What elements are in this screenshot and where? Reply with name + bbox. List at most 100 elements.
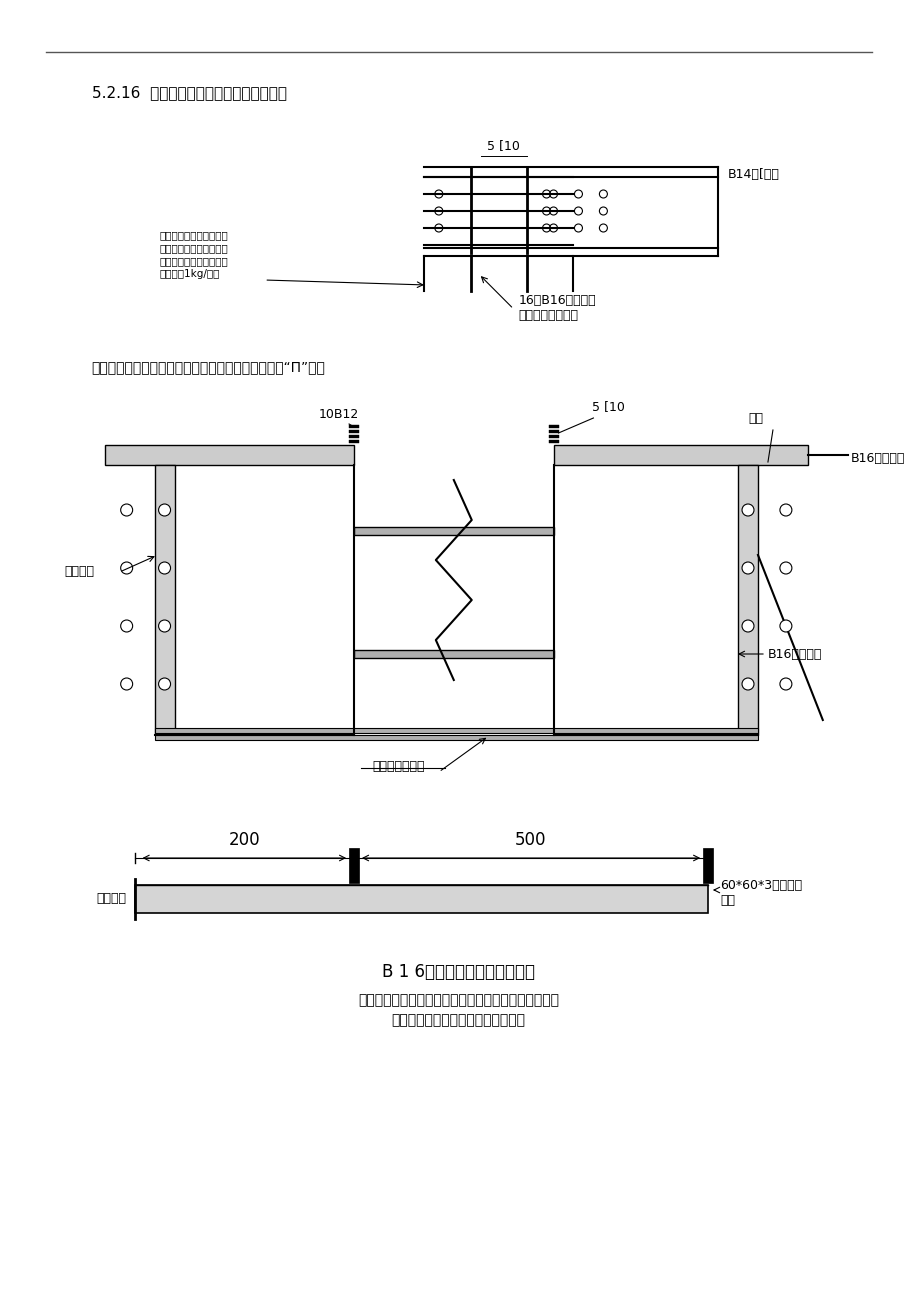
Text: 5.2.16  电梯坑、集水坑内筱模防位移措施: 5.2.16 电梯坑、集水坑内筱模防位移措施 xyxy=(92,85,287,100)
Circle shape xyxy=(779,620,791,631)
Bar xyxy=(436,529,441,533)
Circle shape xyxy=(120,678,132,690)
Text: B 1 6止水锂筋水平支撑示意图: B 1 6止水锂筋水平支撑示意图 xyxy=(382,963,535,980)
Bar xyxy=(405,652,412,655)
Circle shape xyxy=(158,620,170,631)
Bar xyxy=(485,652,491,655)
Bar xyxy=(386,652,391,655)
Bar xyxy=(354,527,553,535)
Bar xyxy=(415,529,422,533)
Bar xyxy=(376,652,381,655)
Bar xyxy=(425,652,431,655)
Text: 500: 500 xyxy=(515,831,546,849)
Circle shape xyxy=(742,562,754,574)
Bar xyxy=(525,652,531,655)
Bar xyxy=(525,529,531,533)
Bar xyxy=(485,529,491,533)
Bar xyxy=(348,435,358,437)
Circle shape xyxy=(158,504,170,516)
Text: 量不少于1kg/单坑: 量不少于1kg/单坑 xyxy=(159,270,220,279)
Circle shape xyxy=(779,504,791,516)
Bar xyxy=(105,445,354,465)
Bar xyxy=(535,529,541,533)
Bar xyxy=(465,529,471,533)
Bar xyxy=(495,529,501,533)
Text: 5 [10: 5 [10 xyxy=(591,400,624,413)
Text: B16水平支撑: B16水平支撑 xyxy=(850,453,904,466)
Text: 焊固: 焊固 xyxy=(747,411,762,424)
Bar xyxy=(386,529,391,533)
Circle shape xyxy=(779,678,791,690)
Bar xyxy=(134,885,708,913)
Circle shape xyxy=(742,678,754,690)
Text: 应在上部堆放整扎模板或: 应在上部堆放整扎模板或 xyxy=(159,243,228,253)
Bar xyxy=(475,529,482,533)
Text: 16根B16水平支撑: 16根B16水平支撑 xyxy=(518,294,596,307)
Bar xyxy=(154,736,757,740)
Bar xyxy=(455,652,461,655)
Bar xyxy=(548,435,558,437)
Bar xyxy=(475,652,482,655)
Text: 一端顶支于模板，一端支于直壁围护墙或放坡护壁上，: 一端顶支于模板，一端支于直壁围护墙或放坡护壁上， xyxy=(357,993,559,1006)
Bar xyxy=(348,424,358,428)
Bar xyxy=(348,848,358,883)
Bar xyxy=(737,465,757,736)
Bar xyxy=(446,529,451,533)
Text: 筱式坑模: 筱式坑模 xyxy=(64,565,95,578)
Bar xyxy=(548,440,558,443)
Text: 支撑杆应与底板筋焊固防止位移脉落: 支撑杆应与底板筋焊固防止位移脉落 xyxy=(391,1013,525,1027)
Bar xyxy=(446,652,451,655)
Bar xyxy=(535,652,541,655)
Bar xyxy=(455,529,461,533)
Text: 60*60*3止水铁片: 60*60*3止水铁片 xyxy=(720,879,801,892)
Bar xyxy=(553,445,807,465)
Circle shape xyxy=(779,562,791,574)
Bar xyxy=(366,529,371,533)
Text: 200: 200 xyxy=(228,831,260,849)
Text: 满焊: 满焊 xyxy=(720,894,734,907)
Bar xyxy=(395,529,402,533)
Text: B14与[焊固: B14与[焊固 xyxy=(727,168,779,181)
Text: B16水平支撑: B16水平支撑 xyxy=(767,648,822,661)
Bar xyxy=(354,650,553,658)
Bar xyxy=(495,652,501,655)
Bar xyxy=(548,424,558,428)
Circle shape xyxy=(158,678,170,690)
Text: 与底下排筋焊固: 与底下排筋焊固 xyxy=(372,760,425,773)
Bar xyxy=(356,529,362,533)
Text: 5 [10: 5 [10 xyxy=(487,139,519,152)
Circle shape xyxy=(742,620,754,631)
Text: 电梯井、集水井模抗移位支撑筋，并有止水片及防浮“П”加筋: 电梯井、集水井模抗移位支撑筋，并有止水片及防浮“П”加筋 xyxy=(92,359,325,374)
Circle shape xyxy=(742,504,754,516)
Bar xyxy=(154,728,757,733)
Bar xyxy=(425,529,431,533)
Circle shape xyxy=(120,504,132,516)
Text: 支于筱模上、下口: 支于筱模上、下口 xyxy=(518,309,578,322)
Bar xyxy=(395,652,402,655)
Bar xyxy=(415,652,422,655)
Bar xyxy=(515,529,521,533)
Bar xyxy=(356,652,362,655)
Circle shape xyxy=(120,562,132,574)
Bar xyxy=(702,848,712,883)
Circle shape xyxy=(120,620,132,631)
Bar xyxy=(154,465,175,736)
Bar xyxy=(505,529,511,533)
Text: 长度合适的繁筍锂管，重: 长度合适的繁筍锂管，重 xyxy=(159,256,228,266)
Bar xyxy=(465,652,471,655)
Bar xyxy=(366,652,371,655)
Text: 顶模板端: 顶模板端 xyxy=(96,892,127,905)
Bar xyxy=(405,529,412,533)
Bar xyxy=(505,652,511,655)
Bar xyxy=(545,529,550,533)
Bar xyxy=(436,652,441,655)
Bar xyxy=(376,529,381,533)
Circle shape xyxy=(158,562,170,574)
Bar xyxy=(545,652,550,655)
Text: 抗浮拉筋与槽锂焊固后，: 抗浮拉筋与槽锂焊固后， xyxy=(159,230,228,240)
Text: 10B12: 10B12 xyxy=(319,408,358,421)
Bar xyxy=(515,652,521,655)
Bar xyxy=(348,430,358,434)
Bar xyxy=(548,430,558,434)
Bar xyxy=(348,440,358,443)
